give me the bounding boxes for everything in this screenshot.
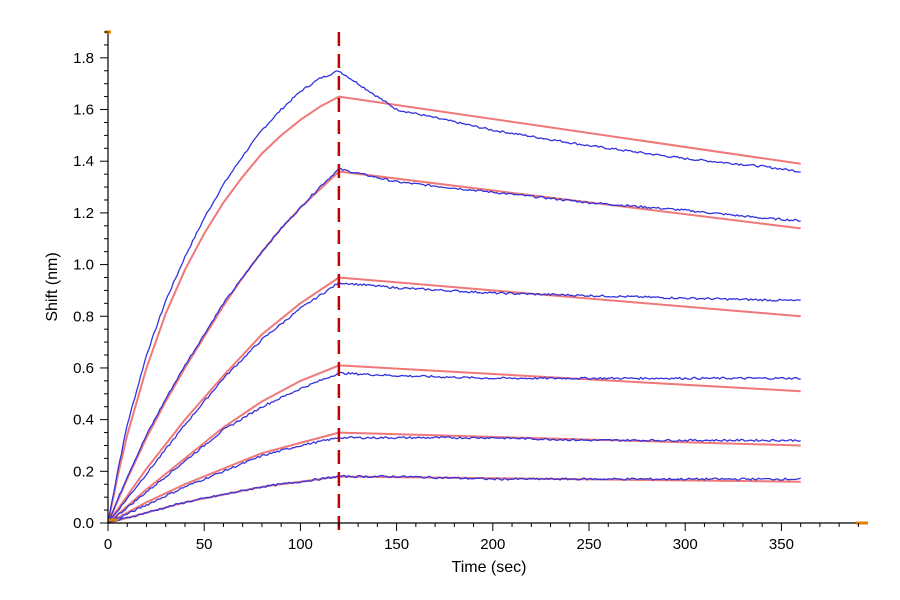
y-axis-title: Shift (nm) bbox=[44, 252, 61, 321]
measured-trace-6 bbox=[107, 371, 801, 524]
y-tick-label: 0.8 bbox=[73, 308, 94, 325]
fit-curve-3 bbox=[107, 170, 801, 524]
x-axis-title: Time (sec) bbox=[452, 559, 527, 576]
x-tick-label: 200 bbox=[480, 536, 505, 553]
y-tick-label: 0.6 bbox=[73, 360, 94, 377]
y-tick-label: 1.2 bbox=[73, 205, 94, 222]
y-axis: 0.0 0.2 0.4 0.6 0.8 1.0 1.2 1.4 1.6 1.8 bbox=[73, 30, 111, 532]
y-tick-label: 0.0 bbox=[73, 515, 94, 532]
x-tick-label: 350 bbox=[769, 536, 794, 553]
y-tick-label: 1.0 bbox=[73, 257, 94, 274]
fit-curve-9 bbox=[107, 431, 801, 524]
x-tick-label: 300 bbox=[673, 536, 698, 553]
plot-series bbox=[107, 32, 801, 537]
measured-trace-0 bbox=[107, 70, 801, 524]
y-tick-label: 1.4 bbox=[73, 153, 94, 170]
measured-trace-10 bbox=[107, 474, 801, 524]
x-tick-label: 100 bbox=[288, 536, 313, 553]
y-tick-label: 0.2 bbox=[73, 463, 94, 480]
x-tick-label: 150 bbox=[384, 536, 409, 553]
x-tick-label: 50 bbox=[196, 536, 213, 553]
measured-trace-4 bbox=[107, 281, 801, 524]
x-axis: 0 50 100 150 200 250 300 350 bbox=[104, 518, 868, 553]
measured-trace-8 bbox=[107, 436, 801, 524]
fit-curve-11 bbox=[107, 475, 801, 524]
fit-curve-1 bbox=[107, 95, 801, 524]
y-tick-label: 0.4 bbox=[73, 412, 94, 429]
x-tick-label: 0 bbox=[104, 536, 112, 553]
measured-trace-2 bbox=[107, 167, 801, 524]
fit-curve-7 bbox=[107, 364, 801, 524]
x-tick-label: 250 bbox=[576, 536, 601, 553]
fit-curve-5 bbox=[107, 276, 801, 524]
y-tick-label: 1.6 bbox=[73, 102, 94, 119]
y-tick-label: 1.8 bbox=[73, 50, 94, 67]
